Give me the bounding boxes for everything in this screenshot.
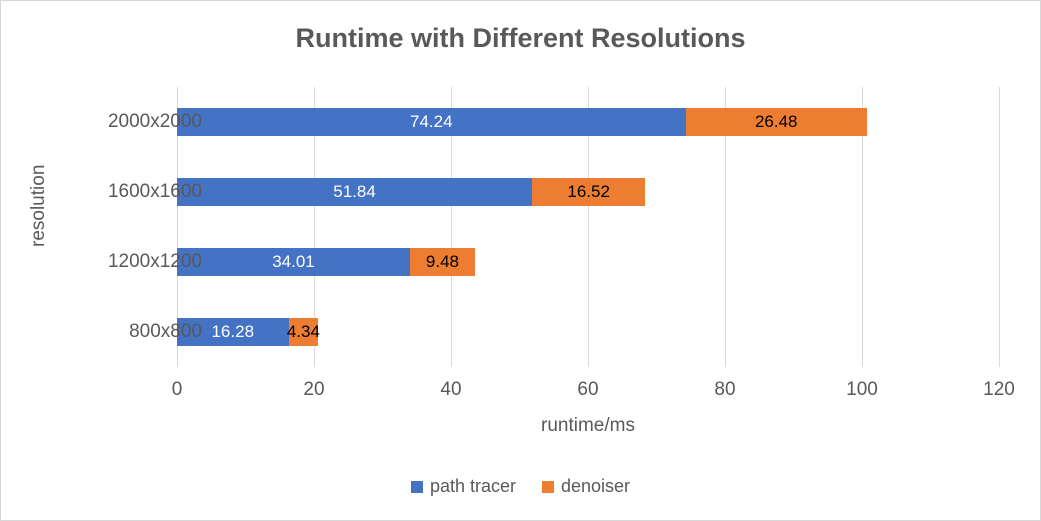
- plot-area: 74.24 26.48 51.84 16.52 34.01 9.48 16.28 4.34: [176, 87, 1000, 367]
- gridline: [176, 87, 178, 367]
- chart-title: Runtime with Different Resolutions: [295, 23, 746, 53]
- legend-label: path tracer: [429, 476, 516, 496]
- y-category-label: 1600x1600: [107, 181, 202, 202]
- legend-swatch-icon: [542, 480, 554, 493]
- x-tick-label: 0: [171, 379, 183, 400]
- bar-segment-path-tracer: [177, 248, 410, 276]
- bar-segment-denoiser: [685, 108, 867, 136]
- y-category-label: 1200x1200: [107, 251, 202, 272]
- x-axis-title: runtime/ms: [541, 415, 635, 436]
- bar-segment-denoiser: [409, 248, 475, 276]
- bar-segment-path-tracer: [177, 108, 686, 136]
- bar-segment-denoiser: [532, 178, 646, 206]
- bar-value-label: 9.48: [425, 252, 459, 271]
- y-category-label: 800x800: [129, 321, 202, 342]
- x-tick-label: 80: [714, 379, 736, 400]
- gridline: [724, 87, 726, 367]
- bar-value-label: 4.34: [286, 322, 320, 341]
- y-axis-title: resolution: [1, 165, 94, 247]
- legend-item-denoiser: denoiser: [542, 476, 630, 497]
- bar-value-label: 16.52: [567, 182, 610, 201]
- bar-value-label: 74.24: [409, 112, 453, 131]
- gridline: [998, 87, 1000, 367]
- x-tick-label: 120: [983, 379, 1015, 400]
- bar-segment-denoiser: [288, 318, 319, 346]
- gridline: [450, 87, 452, 367]
- bar-value-label: 26.48: [754, 112, 798, 131]
- bar-value-label: 16.28: [211, 322, 255, 341]
- y-category-label: 2000x2000: [107, 111, 202, 132]
- bar-segment-path-tracer: [177, 178, 533, 206]
- x-tick-label: 100: [846, 379, 878, 400]
- bar-segment-path-tracer: [177, 318, 289, 346]
- x-tick-label: 40: [440, 379, 462, 400]
- legend-swatch-icon: [410, 480, 423, 493]
- legend-label: denoiser: [561, 476, 631, 496]
- legend-item-path-tracer: path tracer: [410, 476, 516, 497]
- y-axis-title-text: resolution: [28, 164, 49, 247]
- gridline: [587, 87, 589, 367]
- gridline: [313, 87, 315, 367]
- x-tick-label: 20: [303, 379, 325, 400]
- gridline: [861, 87, 863, 367]
- x-tick-label: 60: [577, 379, 599, 400]
- legend: path tracer denoiser: [1, 476, 1040, 497]
- bar-value-label: 34.01: [272, 252, 315, 271]
- bar-value-label: 51.84: [333, 182, 376, 201]
